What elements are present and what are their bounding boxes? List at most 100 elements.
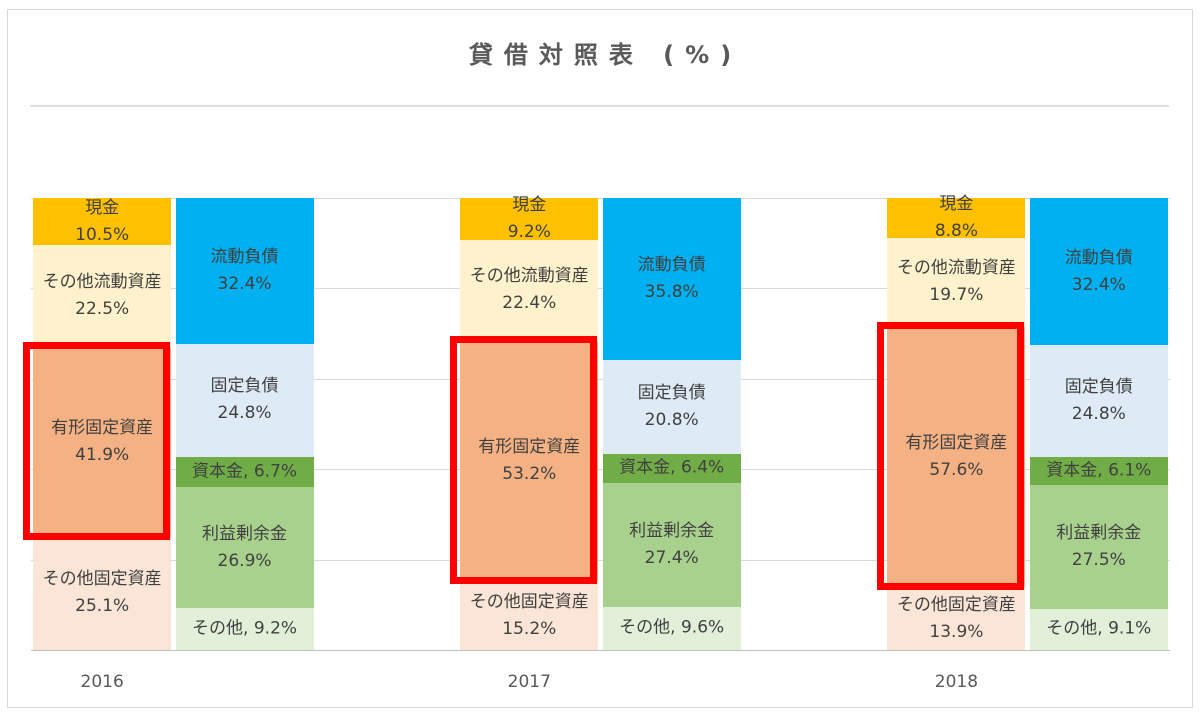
data-label-unit: %	[534, 221, 551, 242]
data-label-line: 有形固定資産	[460, 434, 598, 461]
data-label-series-name: 現金	[939, 193, 974, 214]
data-label-separator: ,	[243, 618, 254, 639]
data-label-value: 9.2	[507, 221, 535, 242]
left-bar-segment	[887, 326, 1026, 588]
data-label: 現金 9.2%	[460, 192, 598, 246]
left-bar-segment	[460, 581, 599, 650]
data-label-series-name: その他	[619, 617, 671, 638]
data-label-value: 41.9	[75, 444, 114, 465]
right-bar-segment	[175, 486, 314, 609]
data-label-line: 現金	[33, 195, 171, 222]
data-label-value: 24.8	[217, 403, 256, 424]
plot-area: その他固定資産 25.1% 有形固定資産 41.9% その他流動資産 22.5% 現金 10.…	[23, 194, 1170, 692]
data-label-unit: %	[1109, 403, 1126, 424]
data-label-line: 流動負債	[176, 244, 314, 271]
data-label-line: 19.7%	[887, 282, 1025, 309]
left-bar-segment	[887, 587, 1026, 650]
gridline	[31, 559, 1170, 561]
data-label-unit: %	[255, 274, 272, 295]
data-label-line: 現金	[887, 191, 1025, 218]
right-bar-segment	[175, 608, 314, 650]
data-label-line: 22.5%	[33, 296, 171, 323]
data-label-value: 22.5	[75, 299, 114, 320]
data-label-value: 10.5	[75, 224, 114, 245]
data-label-line: 35.8%	[603, 279, 741, 306]
data-label-unit: %	[255, 550, 272, 571]
data-label-value: 35.8	[644, 281, 683, 302]
data-label-series-name: 固定負債	[210, 376, 279, 397]
data-label-line: 現金	[460, 192, 598, 219]
data-label-series-name: その他固定資産	[896, 594, 1016, 615]
data-label: 資本金, 6.1%	[1030, 457, 1168, 484]
data-label-unit: %	[280, 461, 298, 482]
data-label-line: その他固定資産	[33, 566, 171, 593]
data-label-unit: %	[967, 621, 984, 642]
data-label-value: 9.6	[680, 617, 709, 638]
data-label: 流動負債 35.8%	[603, 252, 741, 306]
data-label-series-name: その他	[192, 618, 244, 639]
data-label-line: 有形固定資産	[33, 415, 171, 442]
data-label: 有形固定資産 53.2%	[460, 434, 598, 488]
data-label-line: その他流動資産	[33, 269, 171, 296]
data-label: その他固定資産 15.2%	[460, 589, 598, 643]
data-label: その他流動資産 19.7%	[887, 255, 1025, 309]
data-label-unit: %	[1135, 618, 1152, 639]
left-bar-segment	[460, 198, 599, 240]
right-bar-segment	[1029, 344, 1168, 457]
data-label-unit: %	[1135, 460, 1152, 481]
data-label: 利益剰余金 27.4%	[603, 518, 741, 572]
data-label-line: 9.2%	[460, 219, 598, 246]
left-bar-segment	[460, 239, 599, 341]
data-label-line: 利益剰余金	[176, 521, 314, 548]
data-label-line: 24.8%	[176, 400, 314, 427]
data-label-value: 9.1	[1108, 618, 1136, 639]
title-divider	[30, 105, 1169, 107]
left-bar-segment	[887, 198, 1026, 238]
data-label-separator: ,	[243, 461, 254, 482]
data-label: 固定負債 24.8%	[1030, 374, 1168, 428]
data-label-line: 24.8%	[1030, 401, 1168, 428]
left-bar-segment	[33, 198, 172, 246]
data-label-line: 22.4%	[460, 290, 598, 317]
data-label-value: 22.4	[502, 293, 541, 314]
data-label-line: 8.8%	[887, 218, 1025, 245]
data-label-line: 27.5%	[1030, 547, 1168, 574]
data-label-value: 53.2	[502, 464, 541, 485]
right-bar-segment	[602, 482, 741, 607]
data-label-line: 有形固定資産	[887, 430, 1025, 457]
data-label-separator: ,	[1097, 460, 1109, 481]
right-bar-segment	[175, 344, 314, 457]
data-label-unit: %	[967, 459, 984, 480]
data-label-value: 15.2	[502, 618, 541, 639]
right-bar-segment	[602, 359, 741, 454]
data-label: 有形固定資産 41.9%	[33, 415, 171, 469]
data-label: 資本金, 6.4%	[603, 455, 741, 482]
data-label-value: 25.1	[75, 596, 114, 617]
data-label: その他, 9.6%	[603, 615, 741, 642]
gridline	[31, 469, 1170, 471]
data-label-value: 9.2	[253, 618, 281, 639]
data-label-series-name: その他固定資産	[469, 591, 589, 612]
chart-frame	[7, 9, 1193, 708]
right-bar-segment	[175, 198, 314, 345]
data-label-series-name: 資本金	[192, 461, 244, 482]
data-label: 現金 8.8%	[887, 191, 1025, 245]
data-label: その他流動資産 22.4%	[460, 263, 598, 317]
data-label-value: 24.8	[1071, 403, 1110, 424]
data-label-line: 流動負債	[603, 252, 741, 279]
x-axis-line	[31, 650, 1170, 651]
chart-title: 貸借対照表 (%)	[468, 41, 743, 69]
data-label: 固定負債 24.8%	[176, 373, 314, 427]
data-label: 利益剰余金 27.5%	[1030, 520, 1168, 574]
left-bar-segment	[33, 245, 172, 348]
data-label-line: その他固定資産	[887, 592, 1025, 619]
data-label: 流動負債 32.4%	[176, 244, 314, 298]
data-label-unit: %	[708, 457, 725, 478]
data-label-line: 固定負債	[603, 380, 741, 407]
data-label-line: 41.9%	[33, 442, 171, 469]
right-bar-segment	[602, 606, 741, 650]
right-bar-segment	[602, 453, 741, 483]
right-bar-segment	[602, 198, 741, 360]
data-label-line: 53.2%	[460, 461, 598, 488]
